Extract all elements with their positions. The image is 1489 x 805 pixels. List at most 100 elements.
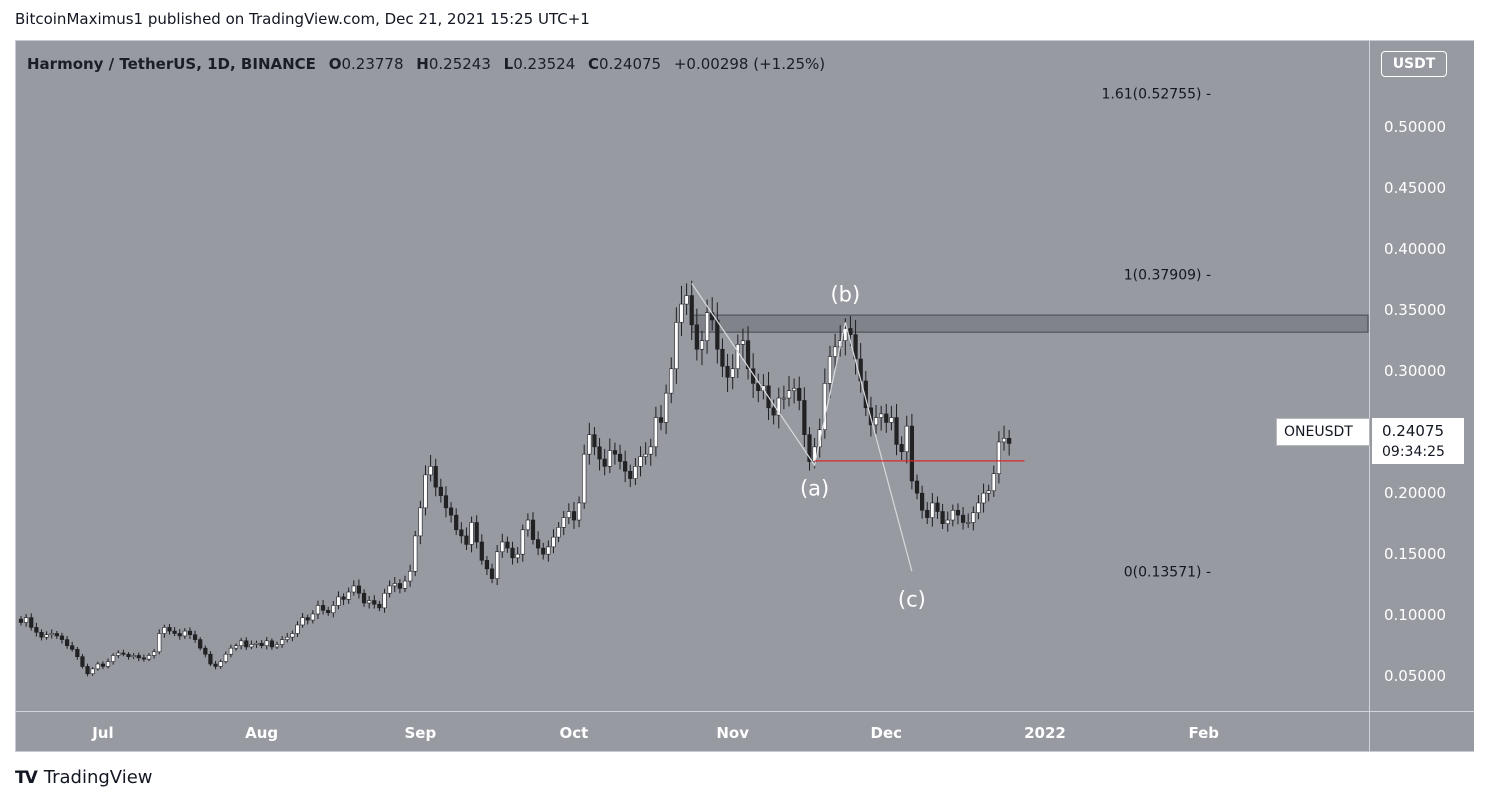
candle-body [648,446,653,455]
candle [797,376,802,411]
candle-body [873,417,879,426]
candle-body [208,653,213,665]
candle [285,632,290,643]
candle [628,464,633,488]
candle-body [576,502,582,521]
legend-change: +0.00298 (+1.25%) [673,55,826,73]
candle-body [551,536,556,548]
candle [935,496,940,519]
legend-open: 0.23778 [341,55,404,73]
candle [274,641,280,650]
candle-body [274,644,280,648]
candle-body [971,512,976,523]
candle-body [664,392,669,423]
candle [679,285,684,337]
candle [1007,429,1012,456]
price-tag-symbol: ONEUSDT [1276,418,1370,446]
legend-low-label: L [503,55,514,73]
candle [704,299,710,354]
candle [24,613,29,627]
candle [950,504,955,527]
candle [136,652,141,662]
candle [239,637,244,650]
candle [546,540,551,562]
candle [413,530,418,577]
candle-body [802,400,807,435]
candle-body [715,319,720,350]
candle-body [346,591,351,600]
candle-body [372,600,377,605]
candle-body [326,610,331,614]
candle [418,500,423,545]
candle [208,651,213,667]
candle-body [832,346,838,357]
candle [464,527,469,551]
price-scale[interactable]: 0.050000.100000.150000.200000.250000.300… [1369,41,1474,711]
candle [925,502,930,524]
candle [617,444,623,470]
plot-area[interactable]: 1.61(0.52755) - 1(0.37909) - 0(0.13571) - (… [16,41,1369,711]
candle [361,589,367,607]
currency-button[interactable]: USDT [1381,51,1447,77]
candle-body [162,627,167,634]
candle [802,387,807,448]
candle-body [361,592,367,604]
candle-body [689,295,694,326]
candle [520,524,525,562]
candle-body [290,633,295,638]
candle [105,658,111,669]
candle-body [899,444,904,453]
candle-body [192,634,198,640]
candle-body [1001,437,1007,443]
candle-body [187,630,193,636]
candle [213,660,218,670]
candle-body [300,617,305,626]
candle [592,427,597,456]
candle [423,465,428,516]
candle-body [454,514,459,531]
candle-body [356,585,362,594]
candle-body [198,639,203,649]
candle-body [500,541,505,553]
candle-body [392,583,397,587]
candle [674,307,679,384]
candle [761,374,766,400]
candle-body [438,486,443,496]
candle [18,616,24,626]
time-scale[interactable]: Jul Aug Sep Oct Nov Dec 2022 Feb [16,711,1369,751]
scale-corner [1369,711,1474,751]
price-axis[interactable]: 0.050000.100000.150000.200000.250000.300… [1370,41,1475,711]
candle [443,486,449,518]
candle-body [182,630,187,637]
tradingview-brand: TradingView [43,767,153,788]
candle-body [776,397,781,416]
candle [80,653,85,669]
candle-body [771,407,776,416]
candle [172,627,177,637]
candle-body [653,417,658,448]
price-tick-label: 0.40000 [1384,240,1446,258]
candle [249,640,254,650]
candle [960,507,966,530]
candle-body [617,453,623,462]
price-chart[interactable]: 1.61(0.52755) - 1(0.37909) - 0(0.13571) - (… [16,41,1369,711]
candle-body [387,585,392,594]
tradingview-logo[interactable]: 𝗧𝗩 TradingView [15,767,153,788]
candle-body [684,295,689,305]
candle-body [54,633,59,637]
candle [341,593,346,605]
candle [428,454,433,482]
time-tick-label: Nov [716,724,749,742]
candle [725,353,730,393]
candle [756,373,761,403]
candle [459,522,464,544]
candle [792,378,797,404]
candle [694,308,699,361]
price-tick-label: 0.45000 [1384,179,1446,197]
candle-body [935,502,940,512]
candle [873,405,879,434]
time-axis[interactable]: Jul Aug Sep Oct Nov Dec 2022 Feb [16,712,1369,752]
candle-body [305,617,310,621]
candle-body [121,652,126,655]
candle-body [433,466,438,488]
